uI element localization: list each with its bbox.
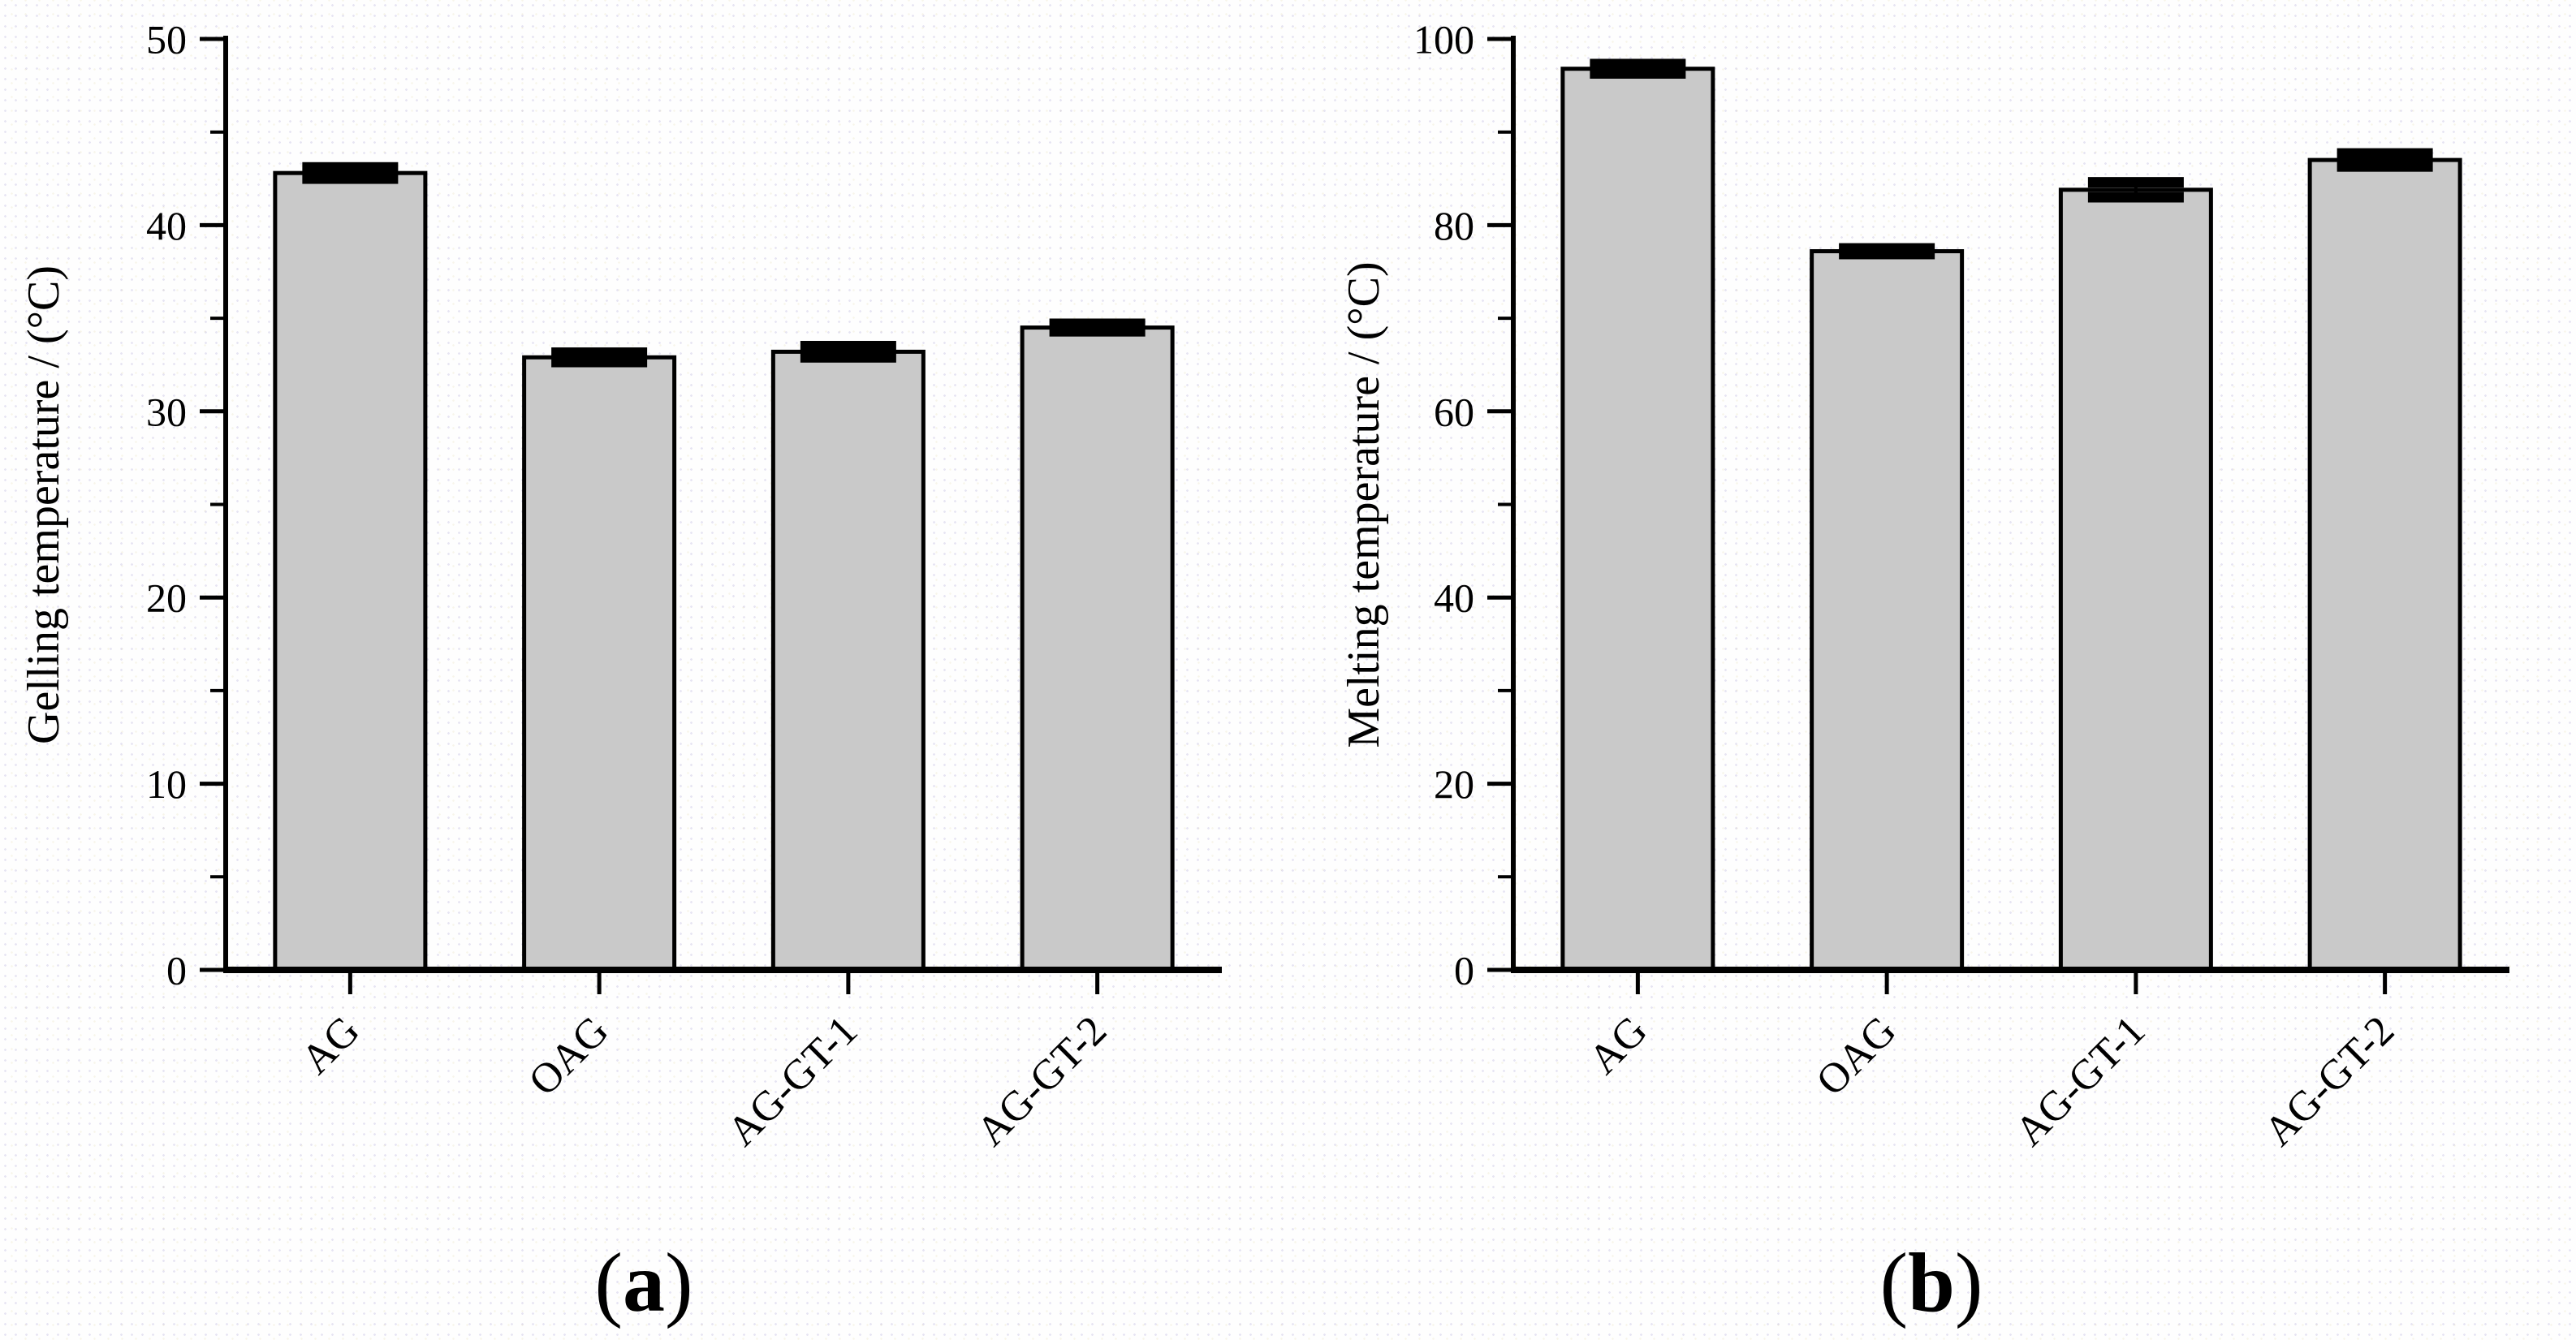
error-bar-cap bbox=[2337, 161, 2433, 172]
y-axis-label-gelling: Gelling temperature / (°C) bbox=[19, 265, 69, 744]
caption-paren-open: ( bbox=[594, 1236, 623, 1329]
caption-paren-open: ( bbox=[1879, 1236, 1909, 1329]
caption-letter: b bbox=[1908, 1236, 1955, 1329]
error-bar-cap bbox=[2337, 148, 2433, 159]
panel-b: Melting temperature / (°C) AG OAG AG-GT-1 A… bbox=[1288, 0, 2575, 1340]
y-tick-label-0: 0 bbox=[1454, 948, 1474, 993]
gelling-temperature-chart: Gelling temperature / (°C) AG OAG AG-GT-1 A… bbox=[19, 17, 1222, 1155]
error-bar-cap bbox=[1590, 58, 1686, 70]
x-category-label-AG: AG bbox=[1580, 1007, 1655, 1083]
melting-temperature-chart: Melting temperature / (°C) AG OAG AG-GT-1 A… bbox=[1339, 17, 2509, 1155]
error-bar-cap bbox=[302, 173, 399, 184]
caption-paren-close: ) bbox=[1954, 1236, 1983, 1329]
y-tick-label-20: 20 bbox=[1434, 761, 1474, 807]
y-tick-label-0: 0 bbox=[166, 948, 187, 993]
x-category-label-AG-GT-1: AG-GT-1 bbox=[2006, 1007, 2154, 1155]
y-axis-label-melting: Melting temperature / (°C) bbox=[1339, 261, 1389, 748]
error-bar-cap bbox=[1049, 325, 1146, 337]
error-bar-cap bbox=[302, 162, 399, 173]
y-tick-label-40: 40 bbox=[146, 203, 187, 248]
error-bar-cap bbox=[1839, 248, 1935, 260]
panel-caption-b: (b) bbox=[1288, 1241, 2575, 1325]
error-bar-cap bbox=[2087, 192, 2184, 203]
y-tick-label-10: 10 bbox=[146, 761, 187, 807]
error-bar-cap bbox=[551, 356, 648, 368]
y-tick-label-100: 100 bbox=[1413, 17, 1474, 62]
x-category-label-AG: AG bbox=[292, 1007, 368, 1083]
error-bar-cap bbox=[800, 351, 896, 363]
y-tick-label-60: 60 bbox=[1434, 389, 1474, 434]
panel-caption-a: (a) bbox=[0, 1241, 1288, 1325]
bar-AG-GT-1 bbox=[770, 349, 926, 972]
plot-area-b: AG OAG AG-GT-1 AG-GT-2 0 20 40 60 80 100 bbox=[1413, 17, 2509, 1155]
error-bar-cap bbox=[800, 341, 896, 352]
x-category-label-OAG: OAG bbox=[520, 1007, 618, 1105]
bar-AG bbox=[273, 170, 428, 972]
error-bar-cap bbox=[551, 347, 648, 359]
y-tick-label-20: 20 bbox=[146, 575, 187, 621]
bar-OAG bbox=[1810, 249, 1965, 972]
bar-OAG bbox=[522, 355, 677, 972]
caption-letter: a bbox=[623, 1236, 665, 1329]
error-bar-cap bbox=[1590, 67, 1686, 79]
error-bar-cap bbox=[2087, 177, 2184, 188]
bar-AG bbox=[1560, 67, 1715, 972]
y-tick-label-40: 40 bbox=[1434, 575, 1474, 621]
bar-AG-GT-1 bbox=[2058, 187, 2213, 972]
y-tick-label-80: 80 bbox=[1434, 203, 1474, 248]
panel-a: Gelling temperature / (°C) AG OAG AG-GT-1 A… bbox=[0, 17, 1288, 1325]
x-category-label-AG-GT-2: AG-GT-2 bbox=[2255, 1007, 2403, 1155]
x-category-label-AG-GT-2: AG-GT-2 bbox=[968, 1007, 1115, 1155]
x-category-label-OAG: OAG bbox=[1808, 1007, 1905, 1105]
plot-area-a: AG OAG AG-GT-1 AG-GT-2 0 10 20 30 40 50 bbox=[146, 17, 1222, 1155]
bar-AG-GT-2 bbox=[2307, 157, 2462, 972]
x-category-label-AG-GT-1: AG-GT-1 bbox=[718, 1007, 866, 1155]
caption-paren-close: ) bbox=[665, 1236, 693, 1329]
y-tick-label-50: 50 bbox=[146, 17, 187, 62]
bar-AG-GT-2 bbox=[1020, 325, 1175, 972]
y-tick-label-30: 30 bbox=[146, 389, 187, 434]
